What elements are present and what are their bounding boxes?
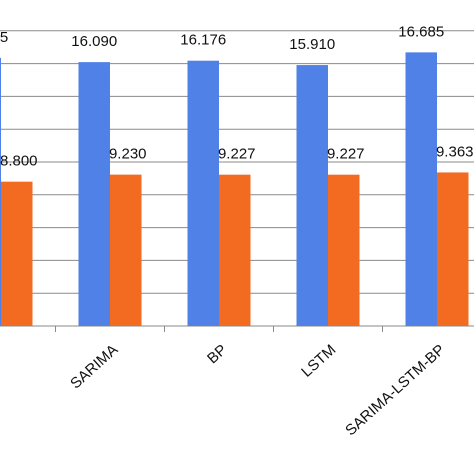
bar bbox=[0, 57, 1, 326]
value-label: 9.227 bbox=[218, 146, 256, 163]
bar bbox=[219, 174, 251, 326]
x-tick-label: BP bbox=[204, 341, 230, 367]
bar bbox=[328, 174, 360, 326]
x-tick-label: LSTM bbox=[298, 341, 339, 380]
value-label: 16.685 bbox=[398, 23, 444, 40]
value-label: 15.910 bbox=[289, 36, 335, 53]
x-tick-label: SARIMA bbox=[67, 341, 121, 392]
bar bbox=[187, 60, 219, 327]
value-label: 9.230 bbox=[109, 146, 147, 163]
bar bbox=[405, 52, 437, 327]
value-label: 9.363 bbox=[436, 143, 474, 160]
x-tick-label: SARIMA-LSTM-BP bbox=[342, 341, 448, 439]
value-label: 16.090 bbox=[71, 33, 117, 50]
bar bbox=[78, 62, 110, 327]
bar bbox=[1, 181, 33, 326]
value-label: 8.800 bbox=[0, 153, 38, 170]
bar bbox=[437, 172, 469, 326]
value-label: 16.176 bbox=[180, 32, 226, 49]
bar bbox=[110, 174, 142, 326]
bar bbox=[296, 65, 328, 327]
value-label: 9.227 bbox=[327, 146, 365, 163]
value-label: 16.345 bbox=[0, 29, 8, 46]
